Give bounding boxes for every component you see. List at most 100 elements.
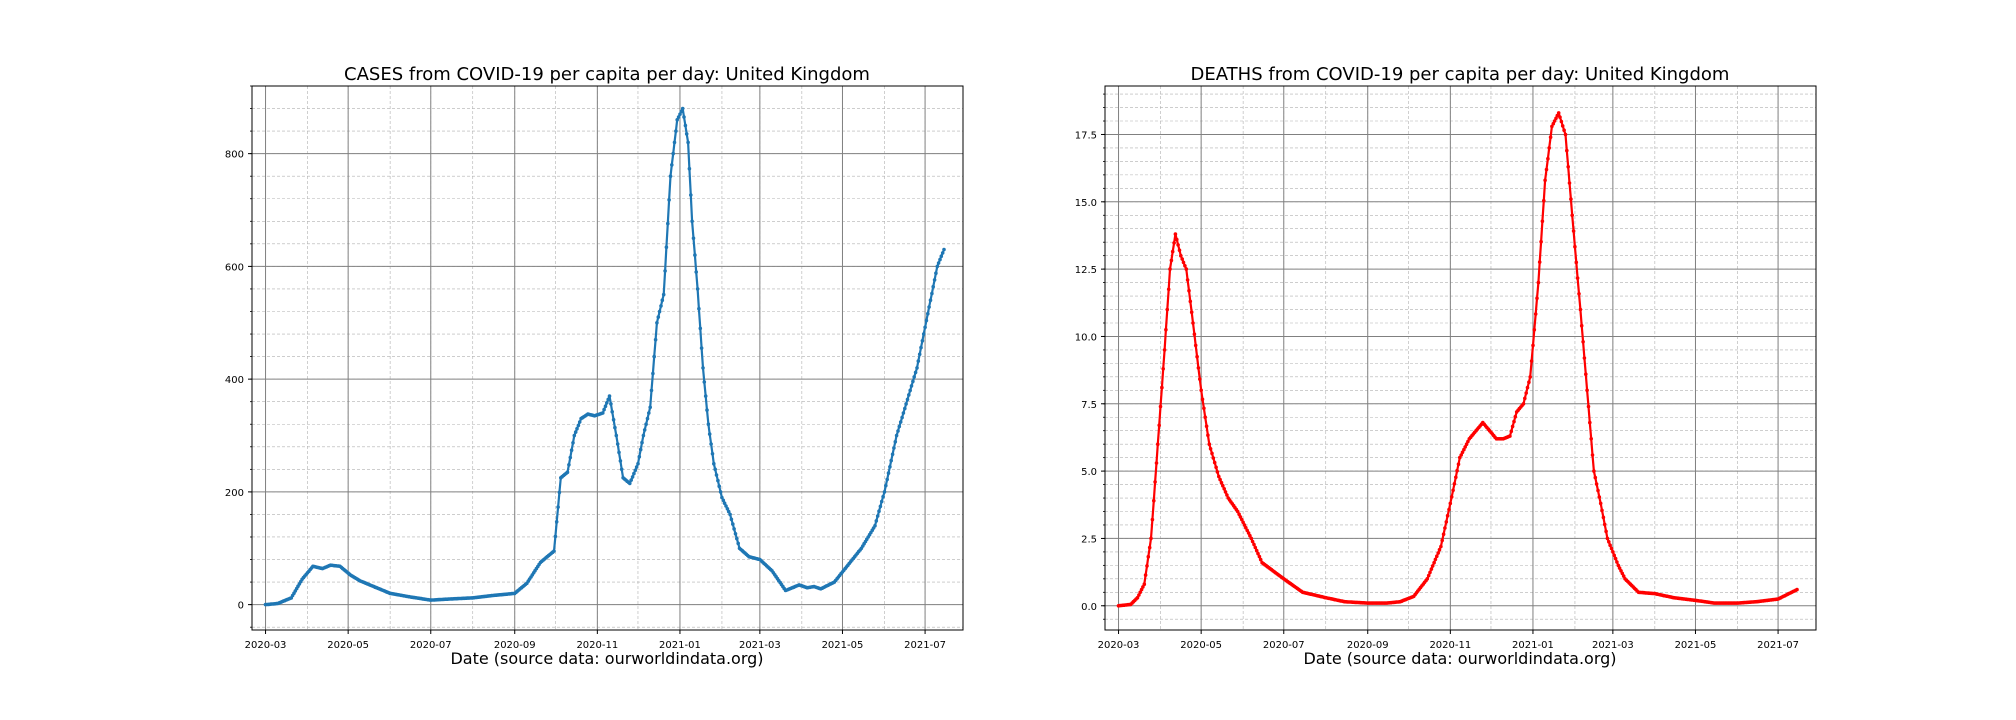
data-point xyxy=(1570,213,1574,218)
data-point xyxy=(1223,490,1228,494)
data-point xyxy=(1432,560,1436,565)
data-point xyxy=(1456,462,1461,467)
data-point xyxy=(921,332,926,336)
data-point xyxy=(1569,197,1573,201)
data-point xyxy=(634,465,639,469)
data-point xyxy=(1225,493,1229,497)
data-point xyxy=(1150,517,1155,522)
data-point xyxy=(712,461,716,466)
data-point xyxy=(903,406,907,411)
data-point xyxy=(1528,375,1532,379)
data-point xyxy=(602,407,606,412)
data-point xyxy=(1449,495,1454,499)
data-point xyxy=(1158,404,1163,409)
x-axis-ticks: 2020-03 2020-05 2020-07 2020-09 2020-11 2021-… xyxy=(1098,630,1799,651)
x-tick-label: 2020-07 xyxy=(410,640,452,651)
y-tick-label: 600 xyxy=(225,262,244,273)
data-point xyxy=(1463,445,1467,449)
y-tick-label: 15.0 xyxy=(1075,198,1097,209)
data-point xyxy=(731,522,735,526)
data-point xyxy=(1550,124,1554,129)
data-point xyxy=(655,321,659,325)
y-tick-label: 7.5 xyxy=(1081,400,1097,411)
data-point xyxy=(1588,420,1592,425)
data-point xyxy=(1510,424,1515,429)
data-point xyxy=(706,422,711,427)
data-point xyxy=(1602,522,1607,527)
data-point xyxy=(1252,542,1256,547)
data-point xyxy=(1244,525,1248,530)
data-point xyxy=(1208,447,1213,451)
data-point xyxy=(1531,343,1535,348)
y-tick-label: 0.0 xyxy=(1081,602,1097,613)
x-tick-label: 2021-01 xyxy=(659,640,701,651)
data-point xyxy=(679,109,684,114)
x-tick-label: 2020-09 xyxy=(1347,640,1389,651)
x-tick-label: 2021-03 xyxy=(739,640,781,651)
data-point xyxy=(1560,124,1565,128)
data-series xyxy=(263,106,946,607)
data-point xyxy=(1214,465,1218,470)
data-point xyxy=(1153,480,1157,484)
data-point xyxy=(1241,520,1245,525)
data-point xyxy=(938,257,942,262)
data-point xyxy=(676,115,681,119)
data-point xyxy=(682,115,686,119)
data-point xyxy=(644,422,648,427)
data-point xyxy=(1542,198,1546,203)
data-point xyxy=(1533,312,1538,316)
data-point xyxy=(1577,292,1581,296)
y-tick-label: 800 xyxy=(225,150,244,161)
data-point xyxy=(1613,556,1618,561)
data-point xyxy=(909,384,914,388)
data-point xyxy=(1189,310,1194,315)
x-tick-label: 2020-05 xyxy=(327,640,369,651)
data-point xyxy=(1203,415,1207,420)
data-point xyxy=(911,379,915,384)
data-point xyxy=(1212,460,1217,465)
data-point xyxy=(1566,165,1570,169)
data-point xyxy=(565,470,570,475)
data-point xyxy=(716,478,720,483)
x-tick-label: 2020-11 xyxy=(1429,640,1471,651)
data-point xyxy=(702,380,707,384)
y-tick-label: 0 xyxy=(238,601,244,612)
data-point xyxy=(1146,554,1151,559)
data-point xyxy=(641,433,646,438)
data-point xyxy=(1161,367,1165,371)
data-point xyxy=(905,397,910,402)
data-point xyxy=(617,450,621,455)
data-point xyxy=(1137,593,1141,597)
data-point xyxy=(728,512,732,517)
plot-frame xyxy=(251,85,964,631)
x-tick-label: 2021-01 xyxy=(1512,640,1554,651)
data-point xyxy=(1571,229,1576,233)
data-point xyxy=(1586,404,1591,409)
data-point xyxy=(1540,219,1545,223)
data-point xyxy=(577,420,582,424)
data-point xyxy=(904,402,908,406)
plot-area xyxy=(252,86,963,630)
x-axis-ticks: 2020-03 2020-05 2020-07 2020-09 2020-11 2021-… xyxy=(245,630,946,651)
y-tick-label: 2.5 xyxy=(1081,534,1097,545)
data-point xyxy=(605,401,609,405)
data-point xyxy=(1142,582,1147,586)
data-point xyxy=(1250,539,1255,544)
data-point xyxy=(1589,437,1593,441)
data-point xyxy=(633,468,638,473)
data-point xyxy=(572,433,577,438)
data-point xyxy=(683,123,688,128)
data-point xyxy=(1154,461,1159,465)
data-point xyxy=(689,193,693,197)
data-point xyxy=(1608,543,1612,547)
data-point xyxy=(936,261,941,265)
data-point xyxy=(1527,380,1531,385)
data-point xyxy=(1551,121,1556,126)
plot-area xyxy=(1105,86,1816,630)
data-point xyxy=(1579,323,1584,328)
data-point xyxy=(1175,237,1179,242)
data-point xyxy=(1582,356,1587,360)
data-point xyxy=(1525,385,1530,390)
data-point xyxy=(701,366,705,370)
data-point xyxy=(1180,257,1184,261)
